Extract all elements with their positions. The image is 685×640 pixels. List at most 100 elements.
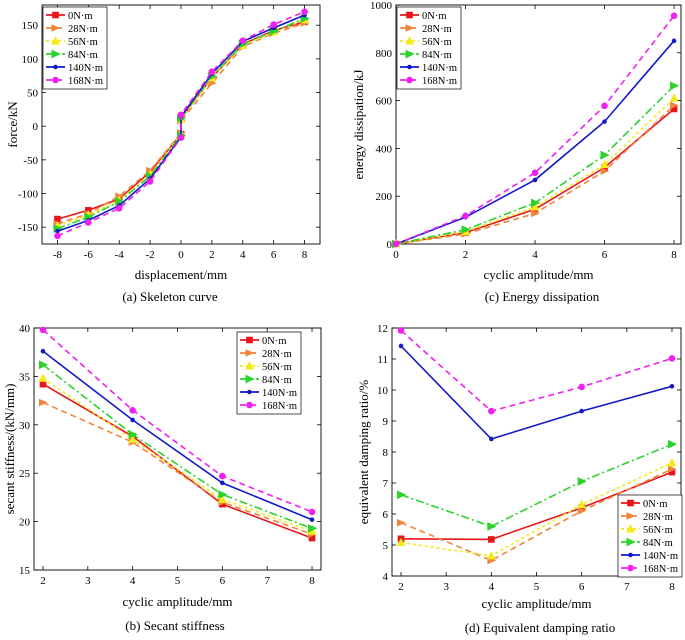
legend-label: 28N·m: [68, 24, 98, 35]
x-tick-label: 6: [602, 249, 608, 261]
y-tick-label: 6: [383, 509, 389, 521]
legend-marker: [246, 401, 253, 409]
legend-label: 84N·m: [262, 375, 292, 386]
x-axis-label: cyclic amplitude/mm: [481, 596, 591, 611]
y-tick-label: 0: [33, 121, 39, 133]
x-tick-label: 8: [302, 249, 308, 261]
y-tick-label: 800: [376, 48, 393, 60]
legend: 0N·m 28N·m 56N·m 84N·m 140N·m 168N·m: [236, 331, 302, 415]
legend-marker: [407, 64, 412, 70]
series-line: [400, 345, 673, 440]
x-tick-label: 4: [130, 575, 136, 587]
legend-label: 168N·m: [68, 76, 103, 87]
data-point: [670, 101, 679, 110]
legend-box: [617, 494, 683, 578]
legend-label: 0N·m: [643, 499, 668, 510]
data-point: [461, 225, 471, 235]
data-point: [397, 327, 405, 334]
x-tick-label: 3: [85, 575, 91, 587]
data-point: [219, 472, 226, 480]
legend-marker: [406, 11, 413, 19]
legend-label: 0N·m: [422, 11, 447, 22]
data-point: [55, 228, 60, 234]
legend: 0N·m 28N·m 56N·m 84N·m 140N·m 168N·m: [396, 6, 462, 90]
x-tick-label: 7: [264, 575, 270, 587]
panel-energy-dissipation: 0 2 4 6 8 0 200 400 600 800 1000 0N·m 28N·m 56N·m 84N·…: [351, 0, 682, 304]
legend-marker: [627, 499, 634, 507]
legend-label: 56N·m: [422, 37, 452, 48]
data-point: [578, 383, 585, 391]
legend-label: 140N·m: [68, 63, 103, 74]
y-tick-label: 10: [377, 385, 389, 397]
series-line: [400, 329, 673, 412]
series-line: [57, 19, 305, 227]
x-tick-label: 8: [671, 249, 677, 261]
legend-label: 28N·m: [422, 24, 452, 35]
x-tick-label: 2: [40, 575, 46, 587]
legend-marker: [405, 49, 415, 59]
x-tick-label: 4: [489, 581, 495, 593]
legend-marker: [52, 11, 59, 19]
data-point: [602, 119, 607, 124]
legend-marker: [626, 512, 636, 520]
legend-marker: [52, 76, 59, 84]
y-tick-label: 50: [27, 88, 39, 100]
legend-label: 84N·m: [422, 50, 452, 61]
y-tick-label: -50: [23, 155, 38, 167]
y-tick-label: 12: [377, 323, 388, 335]
y-tick-label: 600: [376, 96, 393, 108]
y-tick-label: -100: [18, 189, 39, 201]
data-point: [38, 373, 48, 382]
data-point: [38, 360, 49, 370]
series-line: [42, 383, 313, 539]
data-point: [270, 21, 277, 28]
x-axis-label: cyclic amplitude/mm: [122, 594, 232, 609]
y-tick-label: 4: [383, 571, 389, 583]
legend-marker: [246, 336, 253, 344]
x-tick-label: 0: [393, 249, 399, 261]
legend-label: 0N·m: [68, 11, 93, 22]
y-tick-label: 1000: [370, 0, 393, 12]
legend-label: 140N·m: [262, 388, 297, 399]
series-line: [42, 329, 313, 513]
legend-marker: [51, 24, 61, 32]
panel-caption: (c) Energy dissipation: [485, 289, 600, 304]
data-point: [397, 490, 407, 500]
data-point: [531, 198, 541, 208]
y-tick-label: 11: [377, 354, 388, 366]
data-point: [54, 232, 61, 240]
data-point: [488, 407, 495, 415]
series-line: [400, 443, 673, 528]
x-tick-label: 0: [178, 249, 184, 261]
panel-caption: (d) Equivalent damping ratio: [465, 620, 616, 635]
x-tick-label: -2: [146, 249, 155, 261]
legend-marker: [51, 36, 60, 45]
data-point: [667, 439, 678, 449]
y-axis-label: equivalent damping ratio/%: [356, 380, 371, 525]
series-line: [400, 468, 673, 562]
data-point: [146, 178, 154, 185]
data-point: [577, 499, 587, 509]
x-tick-label: 5: [175, 575, 181, 587]
data-point: [115, 205, 123, 212]
data-point: [128, 434, 138, 443]
x-tick-label: 5: [534, 581, 540, 593]
data-point: [396, 537, 406, 547]
data-point: [177, 111, 185, 119]
data-point: [239, 37, 247, 44]
y-tick-label: 5: [383, 540, 389, 552]
data-point: [486, 550, 496, 560]
y-tick-label: 0: [387, 239, 393, 251]
legend-marker: [245, 349, 255, 357]
data-point: [600, 150, 610, 160]
legend-marker: [628, 552, 633, 558]
data-point: [487, 522, 497, 531]
data-point: [397, 518, 406, 527]
y-tick-label: 200: [376, 191, 393, 203]
y-tick-label: 400: [376, 143, 393, 155]
data-point: [462, 212, 469, 220]
data-point: [489, 436, 494, 442]
legend-label: 168N·m: [422, 76, 457, 87]
data-point: [667, 465, 677, 473]
y-tick-label: 100: [22, 54, 39, 66]
